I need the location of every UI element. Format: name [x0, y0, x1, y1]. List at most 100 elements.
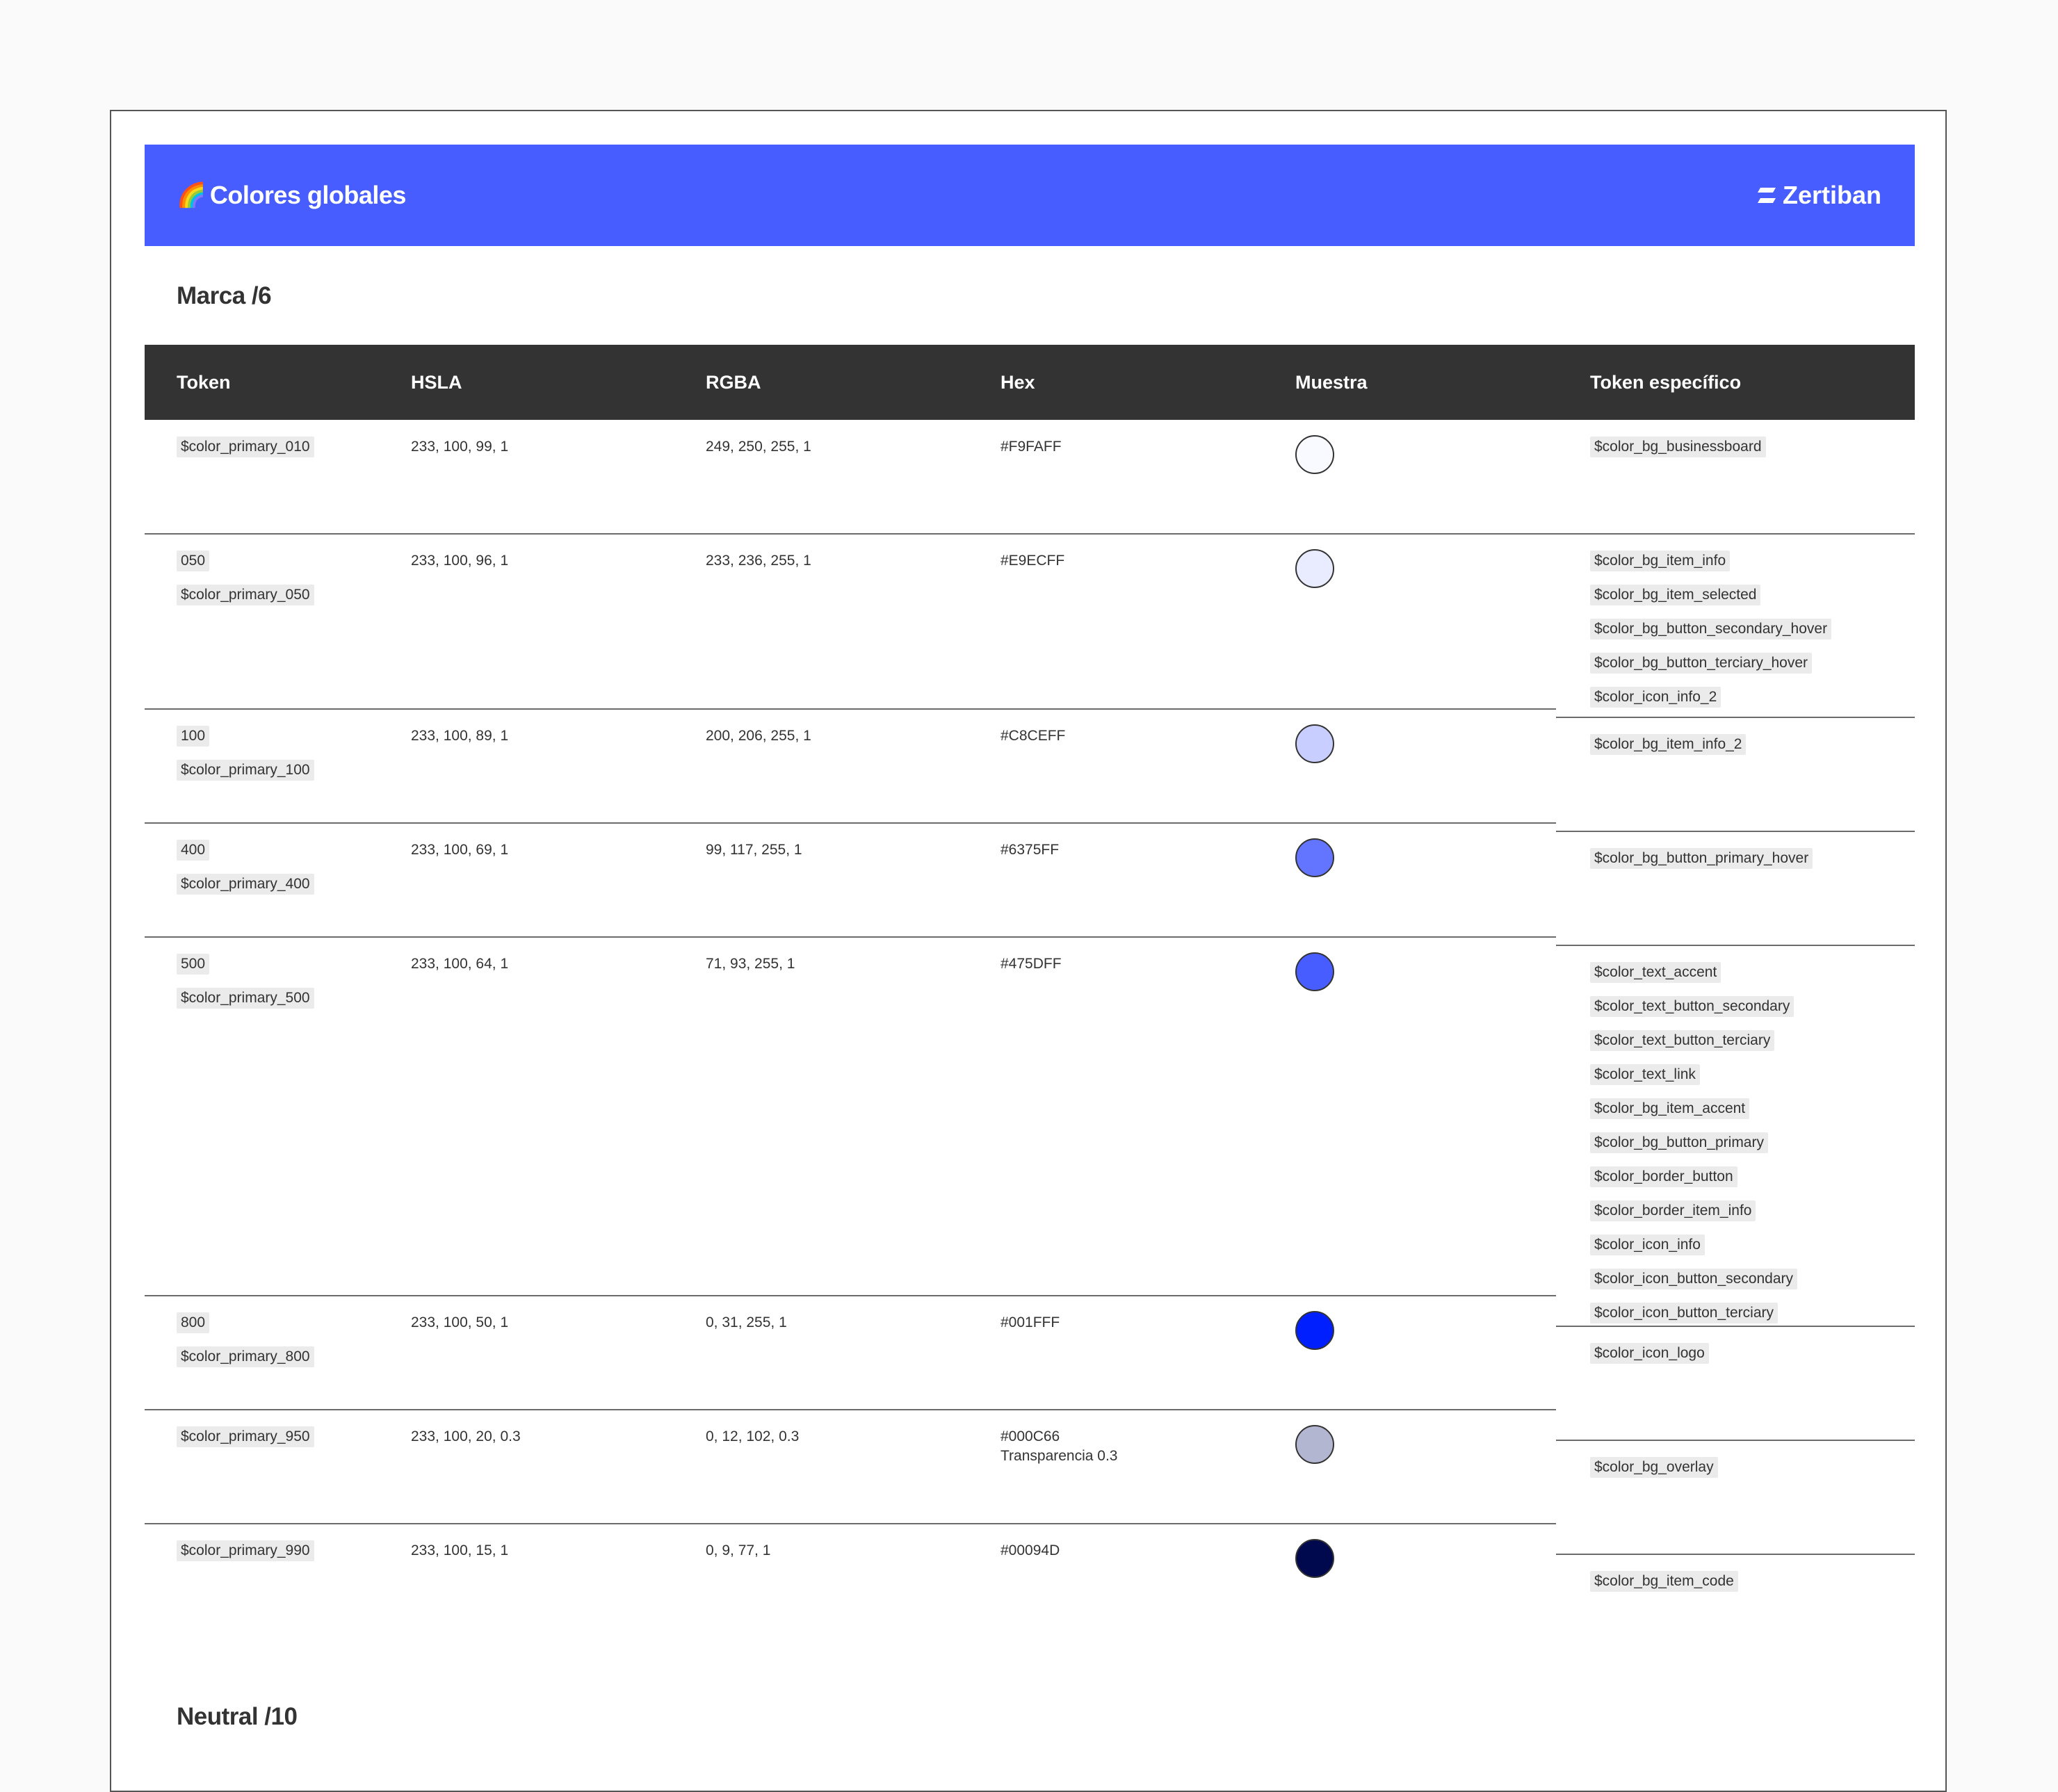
section-title-neutral: Neutral /10 — [177, 1703, 298, 1730]
color-swatch — [1295, 724, 1334, 763]
specific-token-cell: $color_bg_item_info_2 — [1590, 734, 1747, 768]
section-title-brand: Marca /6 — [177, 282, 272, 309]
token-chip: $color_primary_400 — [177, 874, 314, 895]
row-divider — [145, 1409, 1556, 1410]
specific-token-chip: $color_bg_overlay — [1590, 1457, 1718, 1478]
token-chip: $color_primary_500 — [177, 988, 314, 1009]
specific-token-cell: $color_icon_logo — [1590, 1343, 1709, 1377]
token-chip: 400 — [177, 840, 210, 861]
token-chip: 500 — [177, 954, 210, 975]
specific-token-chip: $color_text_accent — [1590, 962, 1721, 983]
specific-token-chip: $color_text_link — [1590, 1064, 1700, 1085]
board-title-text: Colores globales — [209, 181, 407, 209]
color-swatch — [1295, 838, 1334, 877]
rgba-value: 200, 206, 255, 1 — [706, 728, 811, 744]
specific-token-chip: $color_bg_item_selected — [1590, 585, 1761, 605]
token-chip: $color_primary_800 — [177, 1346, 314, 1367]
rgba-value: 0, 12, 102, 0.3 — [706, 1428, 800, 1444]
token-chip: 800 — [177, 1312, 210, 1333]
specific-token-chip: $color_bg_button_secondary_hover — [1590, 619, 1832, 640]
specific-token-cell: $color_bg_item_info $color_bg_item_select… — [1590, 551, 1832, 721]
hex-cell: #C8CEFF — [1000, 726, 1065, 746]
hex-cell: #000C66 Transparencia 0.3 — [1000, 1427, 1117, 1466]
row-divider — [145, 936, 1556, 938]
token-cell: 100 $color_primary_100 — [177, 726, 314, 794]
specific-token-cell: $color_bg_overlay — [1590, 1457, 1718, 1491]
rgba-value: 249, 250, 255, 1 — [706, 439, 811, 455]
brand-logo: Zertiban — [1756, 145, 1881, 246]
specific-token-chip: $color_icon_info_2 — [1590, 687, 1721, 708]
specific-divider — [1556, 831, 1915, 832]
row-divider — [145, 822, 1556, 824]
token-chip: $color_primary_990 — [177, 1540, 314, 1561]
specific-divider — [1556, 945, 1915, 946]
color-swatch — [1295, 435, 1334, 474]
specific-divider — [1556, 717, 1915, 718]
hex-value: #F9FAFF — [1000, 439, 1062, 455]
specific-token-chip: $color_bg_button_primary_hover — [1590, 848, 1813, 869]
hex-cell: #6375FF — [1000, 840, 1059, 860]
specific-token-chip: $color_icon_button_terciary — [1590, 1303, 1778, 1323]
hex-cell: #F9FAFF — [1000, 437, 1062, 457]
specific-token-chip: $color_border_button — [1590, 1166, 1737, 1187]
specific-token-chip: $color_bg_item_info — [1590, 551, 1731, 571]
token-cell: $color_primary_010 — [177, 437, 314, 471]
row-divider — [145, 533, 1915, 535]
token-cell: $color_primary_990 — [177, 1540, 314, 1574]
hex-value: #C8CEFF — [1000, 728, 1066, 744]
specific-divider — [1556, 533, 1915, 535]
color-swatch — [1295, 1311, 1334, 1350]
specific-token-cell: $color_bg_item_code — [1590, 1571, 1738, 1605]
specific-divider — [1556, 1554, 1915, 1555]
zertiban-logo-icon — [1757, 188, 1776, 203]
hex-value: #001FFF — [1000, 1314, 1060, 1330]
token-cell: 500 $color_primary_500 — [177, 954, 314, 1022]
hex-cell: #001FFF — [1000, 1313, 1060, 1333]
specific-token-chip: $color_bg_item_info_2 — [1590, 734, 1747, 755]
column-hsla: HSLA — [411, 371, 462, 393]
specific-token-chip: $color_border_item_info — [1590, 1200, 1756, 1221]
hsla-value: 233, 100, 69, 1 — [411, 842, 509, 858]
token-chip: $color_primary_050 — [177, 585, 314, 605]
token-cell: 400 $color_primary_400 — [177, 840, 314, 908]
column-hex: Hex — [1000, 371, 1035, 393]
specific-token-cell: $color_text_accent $color_text_button_sec… — [1590, 962, 1798, 1337]
rgba-value: 233, 236, 255, 1 — [706, 553, 811, 569]
hsla-value: 233, 100, 15, 1 — [411, 1542, 509, 1558]
hsla-value: 233, 100, 20, 0.3 — [411, 1428, 521, 1444]
rgba-value: 99, 117, 255, 1 — [706, 842, 802, 858]
specific-divider — [1556, 1326, 1915, 1327]
specific-token-chip: $color_bg_button_terciary_hover — [1590, 653, 1813, 674]
hex-value: #475DFF — [1000, 956, 1062, 972]
token-chip: $color_primary_100 — [177, 760, 314, 781]
token-cell: $color_primary_950 — [177, 1426, 314, 1460]
column-sample: Muestra — [1295, 371, 1368, 393]
token-chip: $color_primary_950 — [177, 1426, 314, 1447]
specific-token-chip: $color_bg_item_accent — [1590, 1098, 1750, 1119]
hsla-value: 233, 100, 96, 1 — [411, 553, 509, 569]
token-chip: $color_primary_010 — [177, 437, 314, 457]
hsla-value: 233, 100, 50, 1 — [411, 1314, 509, 1330]
row-divider — [145, 1523, 1556, 1524]
specific-token-chip: $color_bg_businessboard — [1590, 437, 1766, 457]
colors-board: 🌈 Colores globales Zertiban Marca /6 Tok… — [110, 110, 1947, 1792]
board-header: 🌈 Colores globales Zertiban — [145, 145, 1915, 246]
token-cell: 800 $color_primary_800 — [177, 1312, 314, 1380]
brand-name: Zertiban — [1782, 181, 1881, 209]
color-swatch — [1295, 952, 1334, 991]
specific-token-chip: $color_icon_info — [1590, 1235, 1705, 1255]
hsla-value: 233, 100, 64, 1 — [411, 956, 509, 972]
hex-value: #000C66 — [1000, 1428, 1060, 1444]
hex-cell: #475DFF — [1000, 954, 1062, 974]
board-title: 🌈 Colores globales — [177, 145, 406, 246]
token-cell: 050 $color_primary_050 — [177, 551, 314, 619]
column-token: Token — [177, 371, 231, 393]
specific-token-chip: $color_icon_button_secondary — [1590, 1269, 1798, 1289]
hex-note: Transparencia 0.3 — [1000, 1448, 1118, 1464]
table-header: Token HSLA RGBA Hex Muestra Token especí… — [145, 345, 1915, 420]
specific-token-chip: $color_bg_button_primary — [1590, 1132, 1768, 1153]
hex-value: #6375FF — [1000, 842, 1060, 858]
row-divider — [145, 708, 1556, 710]
token-chip: 050 — [177, 551, 210, 571]
specific-divider — [1556, 1440, 1915, 1441]
